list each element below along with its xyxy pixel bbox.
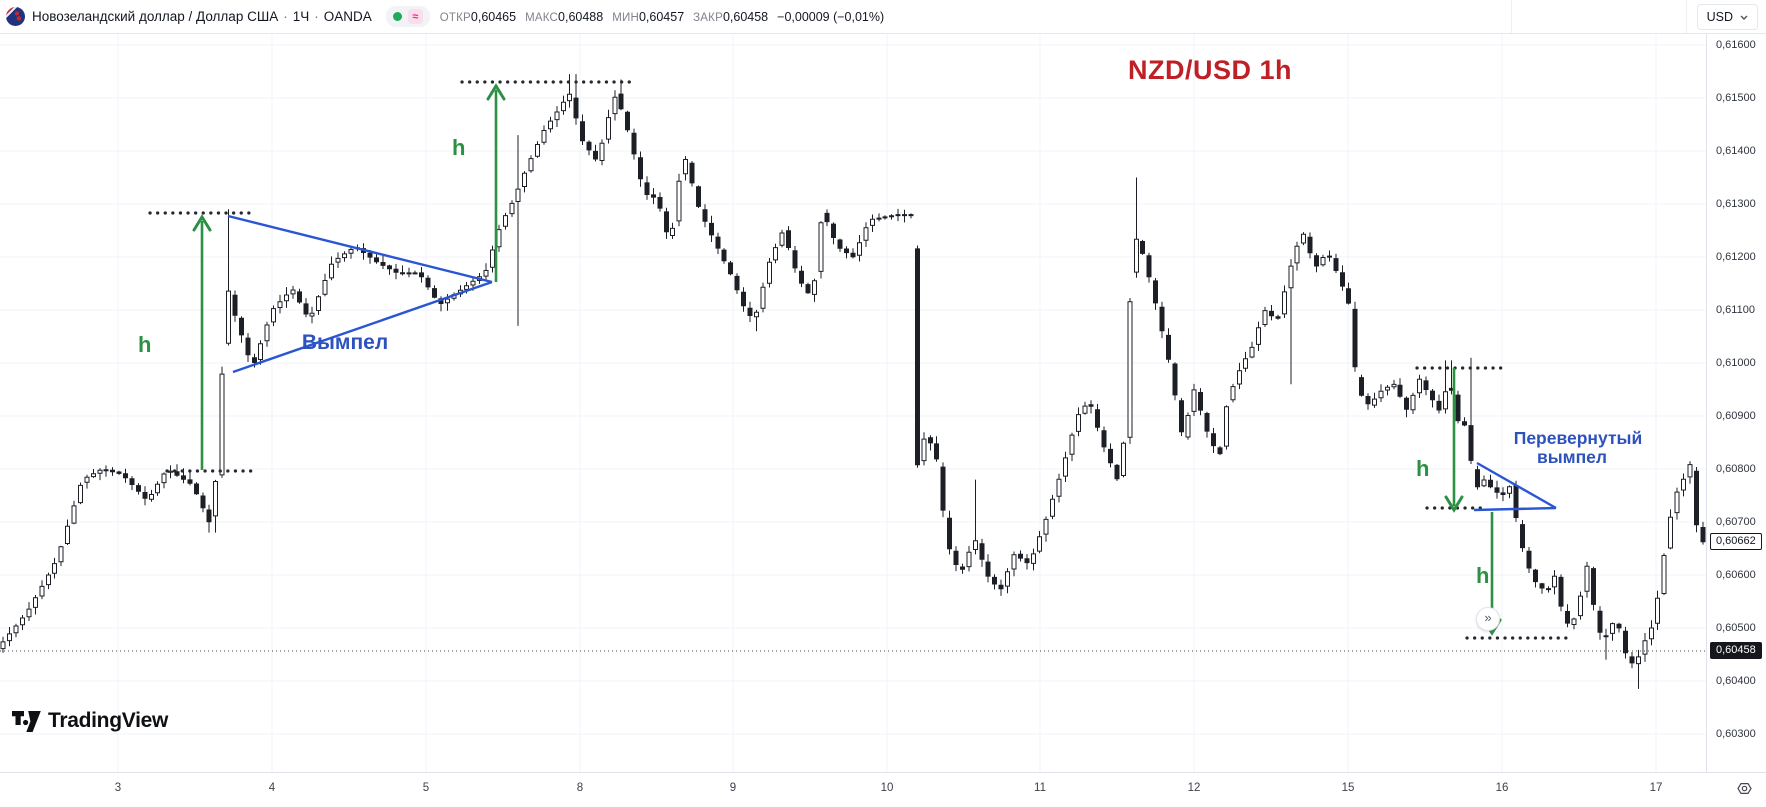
ohlc-legend: ОТКР0,60465 МАКС0,60488 МИН0,60457 ЗАКР0… (440, 10, 884, 24)
price-axis-label: 0,60400 (1716, 675, 1756, 687)
time-axis-label: 10 (880, 782, 894, 794)
up-candles (0, 93, 1693, 665)
measured-height-label[interactable]: h (1476, 563, 1489, 588)
time-axis-label: 3 (114, 782, 122, 794)
price-axis-label: 0,60500 (1716, 622, 1756, 634)
open-label: ОТКР (439, 11, 471, 24)
approx-data-icon: ≈ (407, 9, 423, 24)
grid-lines (0, 33, 1706, 772)
price-axis-label: 0,61400 (1716, 145, 1756, 157)
price-axis[interactable]: 0,60662 0,60458 0,61600 0,61500 0,61400 0,6… (1706, 33, 1766, 772)
market-status-pill[interactable]: ≈ (385, 6, 430, 27)
down-candles (103, 93, 1706, 664)
currency-unit-dropdown[interactable]: USD (1696, 4, 1758, 30)
time-axis-label: 11 (1034, 782, 1046, 794)
low-value: 0,60457 (638, 9, 685, 24)
chart-plot-area[interactable]: h h h h Вымпел Перевернутый вымпел (0, 33, 1706, 772)
exchange-button[interactable]: OANDA (323, 9, 372, 24)
price-axis-label: 0,61100 (1716, 304, 1755, 316)
low-label: МИН (612, 11, 639, 24)
candle-wicks (2, 74, 1704, 689)
high-value: 0,60488 (558, 9, 604, 24)
market-open-dot-icon (392, 12, 402, 21)
currency-unit-label: USD (1706, 10, 1733, 24)
measured-height-label[interactable]: h (138, 332, 151, 357)
arrow-head-icon (1444, 495, 1464, 513)
price-axis-label: 0,60800 (1716, 463, 1756, 475)
toolbar-divider (1686, 0, 1687, 33)
price-line-badge: 0,60458 (1710, 642, 1762, 659)
time-axis-label: 4 (268, 782, 276, 794)
time-axis-label: 8 (576, 782, 584, 794)
scroll-to-latest-button[interactable]: » (1476, 607, 1500, 631)
price-axis-label: 0,60300 (1716, 728, 1756, 740)
close-value: 0,60458 (722, 9, 769, 24)
tradingview-logo[interactable]: TradingView (12, 709, 168, 733)
inverted-pennant-label-line1[interactable]: Перевернутый (1514, 428, 1642, 448)
open-value: 0,60465 (470, 9, 517, 24)
toolbar-divider (1511, 0, 1512, 33)
price-axis-label: 0,61200 (1716, 251, 1756, 263)
pennant-trendline[interactable] (1473, 506, 1557, 512)
tradingview-logo-icon (12, 710, 41, 732)
chart-watermark-note: NZD/USD 1h (1128, 55, 1293, 85)
pennant-label[interactable]: Вымпел (302, 331, 388, 354)
high-label: МАКС (525, 11, 559, 24)
chart-top-toolbar: Новозеландский доллар / Доллар США · 1Ч … (0, 0, 1766, 34)
last-price-badge: 0,60662 (1710, 533, 1762, 550)
price-axis-label: 0,61300 (1716, 198, 1756, 210)
measured-height-label[interactable]: h (452, 135, 465, 160)
time-axis-label: 9 (729, 782, 737, 794)
pennant-trendline[interactable] (232, 280, 493, 374)
symbol-flag-icon[interactable] (6, 7, 25, 26)
price-axis-label: 0,60900 (1716, 410, 1756, 422)
price-axis-label: 0,61000 (1716, 357, 1756, 369)
title-separator: · (314, 9, 319, 24)
close-label: ЗАКР (693, 11, 723, 24)
time-axis-label: 17 (1649, 782, 1663, 794)
change-value: −0,00009 (−0,01%) (777, 9, 885, 24)
axis-settings-gear-icon[interactable] (1737, 781, 1752, 799)
time-axis-label: 15 (1341, 782, 1355, 794)
measured-height-label[interactable]: h (1416, 456, 1429, 481)
price-axis-label: 0,61500 (1716, 92, 1756, 104)
time-axis[interactable]: 3 4 5 8 9 10 11 12 15 16 17 (0, 772, 1766, 807)
interval-button[interactable]: 1Ч (292, 9, 310, 24)
time-axis-label: 12 (1187, 782, 1201, 794)
title-separator: · (283, 9, 288, 24)
chevron-down-icon (1740, 15, 1748, 20)
price-axis-label: 0,60600 (1716, 569, 1756, 581)
pennant-trendline[interactable] (1476, 461, 1557, 510)
time-axis-label: 16 (1495, 782, 1509, 794)
price-axis-label: 0,61600 (1716, 39, 1756, 51)
symbol-title-button[interactable]: Новозеландский доллар / Доллар США (32, 9, 279, 24)
inverted-pennant-label-line2[interactable]: вымпел (1537, 447, 1607, 467)
price-axis-label: 0,60700 (1716, 516, 1756, 528)
pennant-trendline[interactable] (227, 214, 493, 284)
tradingview-logo-text: TradingView (48, 709, 169, 732)
arrow-head-icon (192, 214, 212, 232)
arrow-head-icon (486, 83, 506, 101)
time-axis-label: 5 (422, 782, 430, 794)
